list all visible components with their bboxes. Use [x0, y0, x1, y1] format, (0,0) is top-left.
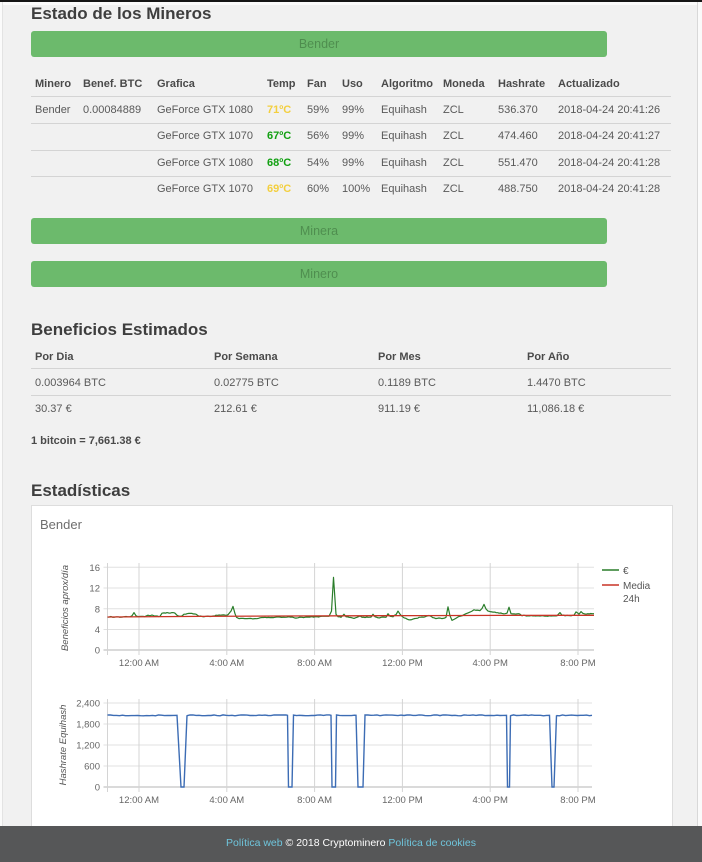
- svg-text:4:00 AM: 4:00 AM: [209, 658, 244, 669]
- svg-text:8:00 PM: 8:00 PM: [560, 795, 595, 806]
- svg-text:8:00 AM: 8:00 AM: [297, 658, 332, 669]
- svg-text:8:00 PM: 8:00 PM: [560, 658, 595, 669]
- svg-text:0: 0: [95, 783, 100, 794]
- svg-text:8:00 AM: 8:00 AM: [297, 795, 332, 806]
- svg-text:1,800: 1,800: [76, 720, 100, 731]
- svg-text:12:00 AM: 12:00 AM: [119, 795, 159, 806]
- svg-text:16: 16: [89, 563, 100, 574]
- svg-text:4:00 PM: 4:00 PM: [473, 795, 508, 806]
- svg-text:4: 4: [95, 625, 100, 636]
- svg-text:12:00 PM: 12:00 PM: [382, 795, 423, 806]
- svg-text:24h: 24h: [623, 594, 640, 605]
- svg-text:600: 600: [84, 762, 100, 773]
- svg-text:Hashrate Equihash: Hashrate Equihash: [58, 705, 69, 786]
- svg-text:12: 12: [89, 584, 100, 595]
- svg-text:4:00 AM: 4:00 AM: [209, 795, 244, 806]
- svg-text:12:00 PM: 12:00 PM: [382, 658, 423, 669]
- svg-text:1,200: 1,200: [76, 741, 100, 752]
- svg-text:8: 8: [95, 604, 100, 615]
- svg-text:12:00 AM: 12:00 AM: [119, 658, 159, 669]
- svg-text:Beneficios aprox/día: Beneficios aprox/día: [60, 565, 71, 651]
- svg-text:Media: Media: [623, 581, 651, 592]
- svg-text:4:00 PM: 4:00 PM: [473, 658, 508, 669]
- svg-text:2,400: 2,400: [76, 699, 100, 710]
- svg-text:€: €: [623, 566, 629, 577]
- svg-text:0: 0: [95, 646, 100, 657]
